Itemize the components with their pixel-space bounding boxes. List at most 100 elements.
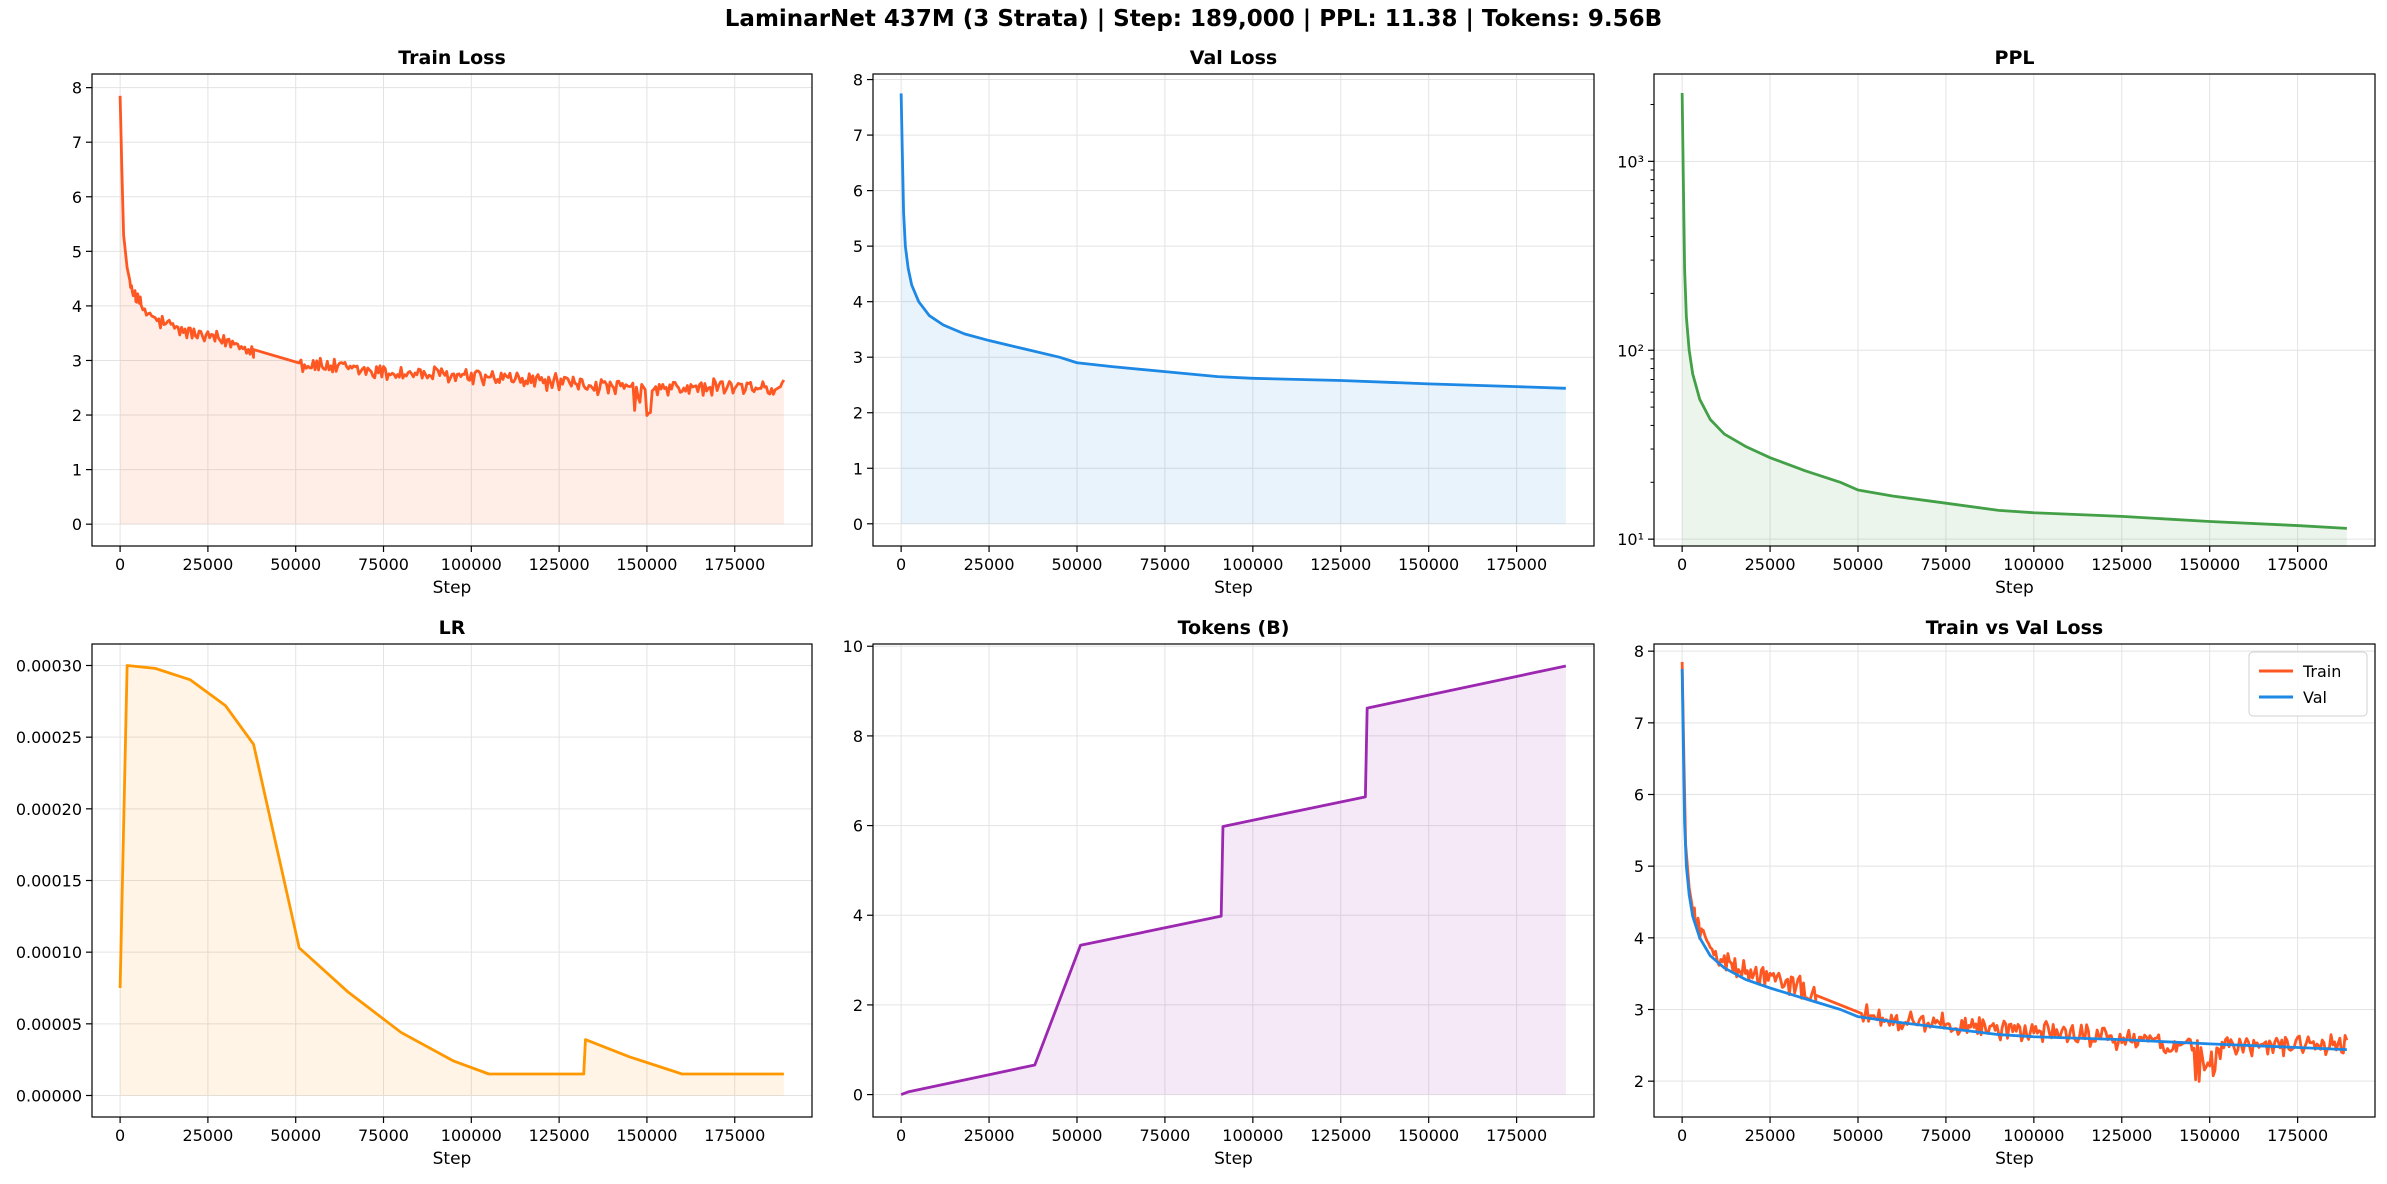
x-tick-label: 150000 [2179, 555, 2240, 574]
x-tick-label: 125000 [1310, 1126, 1371, 1145]
y-tick-label: 3 [853, 348, 863, 367]
series-area [901, 665, 1566, 1095]
chart-title: LR [439, 617, 466, 639]
x-tick-label: 75000 [358, 1126, 409, 1145]
x-tick-label: 175000 [1486, 555, 1547, 574]
y-tick-label: 2 [853, 996, 863, 1015]
x-tick-label: 175000 [704, 555, 765, 574]
y-tick-label: 1 [853, 459, 863, 478]
series-line [899, 93, 1566, 390]
x-tick-label: 25000 [182, 1126, 233, 1145]
x-tick-label: 150000 [1398, 555, 1459, 574]
y-tick-label: 10 [843, 637, 863, 656]
x-tick-label: 0 [896, 555, 906, 574]
y-tick-label: 0.00015 [16, 872, 82, 891]
x-tick-label: 75000 [358, 555, 409, 574]
series-group [1680, 661, 2349, 1083]
series-line [1680, 661, 2349, 1083]
chart-train-loss: 0 25000 50000 75000 100000 125000 150000 175000… [72, 47, 813, 598]
series-line [1680, 93, 2347, 530]
chart-title: Train Loss [398, 47, 506, 69]
y-tick-label: 7 [72, 133, 82, 152]
x-tick-label: 125000 [529, 555, 590, 574]
x-tick-label: 75000 [1920, 1126, 1971, 1145]
y-tick-label: 0 [72, 515, 82, 534]
x-tick-label: 75000 [1920, 555, 1971, 574]
y-tick-label: 4 [853, 293, 863, 312]
x-tick-label: 100000 [441, 1126, 502, 1145]
chart-title: Tokens (B) [1178, 617, 1290, 639]
x-axis-label: Step [1214, 1149, 1253, 1169]
x-tick-label: 0 [1677, 1126, 1687, 1145]
x-tick-label: 100000 [2003, 555, 2064, 574]
x-axis-label: Step [1214, 578, 1253, 598]
x-tick-label: 0 [115, 555, 125, 574]
series-group [118, 664, 784, 1096]
x-axis-label: Step [433, 1149, 472, 1169]
y-tick-label: 0.00010 [16, 943, 82, 962]
x-axis-label: Step [1995, 578, 2034, 598]
y-tick-label: 8 [853, 727, 863, 746]
axes-frame [1653, 643, 2376, 1118]
series-group [899, 93, 1566, 524]
y-tick-label: 0.00025 [16, 728, 82, 747]
x-tick-label: 50000 [1052, 1126, 1103, 1145]
chart-tokens: 0 25000 50000 75000 100000 125000 150000 175000… [843, 617, 1595, 1169]
y-tick-label: 4 [72, 297, 82, 316]
x-axis-label: Step [433, 578, 472, 598]
x-tick-label: 50000 [270, 555, 321, 574]
chart-title: Train vs Val Loss [1926, 617, 2103, 639]
y-tick-label: 0.00000 [16, 1087, 82, 1106]
y-tick-label: 5 [1634, 857, 1644, 876]
x-tick-label: 50000 [1833, 1126, 1884, 1145]
y-tick-label: 7 [1634, 714, 1644, 733]
x-tick-label: 0 [896, 1126, 906, 1145]
y-tick-label: 3 [72, 351, 82, 370]
y-tick-label: 8 [1634, 642, 1644, 661]
x-tick-label: 75000 [1139, 1126, 1190, 1145]
x-tick-label: 125000 [1310, 555, 1371, 574]
y-tick-label: 10¹ [1617, 530, 1644, 549]
y-tick-label: 7 [853, 126, 863, 145]
x-axis-label: Step [1995, 1149, 2034, 1169]
y-tick-label: 5 [853, 237, 863, 256]
y-tick-label: 3 [1634, 1001, 1644, 1020]
x-tick-label: 125000 [2091, 555, 2152, 574]
series-group [1680, 93, 2347, 546]
series-group [118, 95, 786, 525]
x-tick-label: 150000 [2179, 1126, 2240, 1145]
x-tick-label: 175000 [2267, 555, 2328, 574]
chart-lr: 0 25000 50000 75000 100000 125000 150000 175000… [16, 617, 813, 1169]
y-tick-label: 5 [72, 242, 82, 261]
x-tick-label: 50000 [270, 1126, 321, 1145]
legend-label: Train [2302, 662, 2341, 681]
x-tick-label: 100000 [2003, 1126, 2064, 1145]
x-tick-label: 25000 [1745, 1126, 1796, 1145]
chart-title: PPL [1995, 47, 2035, 69]
y-tick-label: 0.00005 [16, 1015, 82, 1034]
y-tick-label: 0.00020 [16, 800, 82, 819]
x-tick-label: 50000 [1052, 555, 1103, 574]
grid [873, 644, 1594, 1117]
x-tick-label: 25000 [1745, 555, 1796, 574]
y-tick-label: 6 [1634, 786, 1644, 805]
y-tick-label: 0 [853, 1086, 863, 1105]
grid [1654, 644, 2375, 1117]
x-tick-label: 100000 [1222, 555, 1283, 574]
grid [873, 74, 1594, 546]
grid [1654, 74, 2375, 546]
x-tick-label: 175000 [704, 1126, 765, 1145]
y-tick-label: 2 [853, 404, 863, 423]
y-tick-label: 6 [853, 817, 863, 836]
y-tick-label: 8 [853, 71, 863, 90]
y-tick-label: 4 [853, 906, 863, 925]
x-tick-label: 100000 [441, 555, 502, 574]
axes-frame [1653, 73, 2376, 547]
x-tick-label: 175000 [2267, 1126, 2328, 1145]
x-tick-label: 25000 [964, 1126, 1015, 1145]
x-tick-label: 0 [115, 1126, 125, 1145]
series-line [1680, 669, 2347, 1052]
x-tick-label: 150000 [616, 555, 677, 574]
x-tick-label: 125000 [2091, 1126, 2152, 1145]
x-tick-label: 125000 [529, 1126, 590, 1145]
